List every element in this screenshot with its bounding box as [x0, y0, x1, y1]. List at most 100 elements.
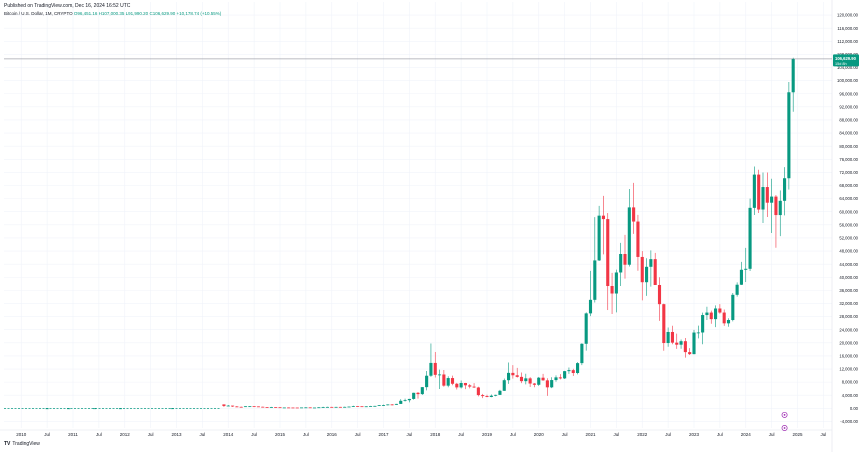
- candle-up: [343, 406, 347, 408]
- candle-down: [481, 395, 485, 397]
- candle-down: [308, 407, 312, 409]
- candle-up: [783, 178, 787, 201]
- time-tick-label: 2018: [430, 432, 441, 437]
- candle-up: [576, 363, 580, 374]
- candle-up: [735, 284, 739, 295]
- candle-up: [446, 378, 450, 386]
- time-tick-label: 2014: [223, 432, 234, 437]
- candle-up: [645, 266, 649, 283]
- candle-down: [472, 386, 476, 388]
- candle-down: [338, 406, 342, 408]
- candle-up: [412, 392, 416, 399]
- candle-up: [351, 406, 355, 407]
- candle-up: [494, 394, 498, 396]
- candle-up: [170, 408, 174, 410]
- candle-up: [93, 408, 97, 410]
- candle-down: [463, 383, 467, 386]
- event-marker-dot: [783, 427, 786, 429]
- candle-down: [476, 387, 480, 396]
- candle-up: [300, 407, 304, 409]
- candle-up: [731, 294, 735, 320]
- candle-down: [709, 312, 713, 320]
- candle-up: [369, 406, 373, 407]
- candle-down: [416, 392, 420, 395]
- candle-down: [722, 312, 726, 324]
- candle-up: [597, 215, 601, 261]
- candle-up: [317, 407, 321, 409]
- candle-up: [778, 200, 782, 216]
- time-tick-label: 2023: [689, 432, 700, 437]
- time-tick-label: Jul: [769, 432, 775, 437]
- time-tick-label: Jul: [562, 432, 568, 437]
- candle-down: [532, 383, 536, 385]
- time-tick-label: 2015: [275, 432, 286, 437]
- symbol-header[interactable]: Bitcoin / U.S. Dollar, 1M, CRYPTO O96,45…: [4, 11, 221, 16]
- candle-down: [291, 407, 295, 409]
- candle-down: [757, 174, 761, 210]
- price-tick-label: 76,000.00: [839, 157, 858, 162]
- candle-down: [287, 407, 291, 409]
- price-tick-label: 60,000.00: [839, 209, 858, 214]
- candle-up: [593, 260, 597, 300]
- candle-up: [761, 187, 765, 210]
- price-tick-label: 28,000.00: [839, 314, 858, 319]
- candle-up: [748, 207, 752, 269]
- price-tag-bg: [833, 54, 859, 67]
- candle-up: [567, 370, 571, 372]
- candle-up: [459, 383, 463, 388]
- candle-down: [390, 404, 394, 406]
- candle-up: [537, 377, 541, 385]
- candle-down: [688, 352, 692, 355]
- time-tick-label: Jul: [44, 432, 50, 437]
- candle-down: [657, 284, 662, 305]
- tradingview-logo[interactable]: TV TradingView: [4, 441, 40, 447]
- candle-up: [619, 253, 623, 273]
- price-tick-label: 52,000.00: [839, 236, 858, 241]
- price-tick-label: 56,000.00: [839, 222, 858, 227]
- candle-up: [364, 406, 368, 408]
- candle-up: [403, 400, 407, 402]
- price-tick-label: 8,000.00: [842, 380, 859, 385]
- price-tick-label: 20,000.00: [839, 340, 858, 345]
- time-tick-label: 2022: [637, 432, 648, 437]
- candle-up: [588, 299, 593, 314]
- event-marker-dot: [783, 413, 786, 416]
- price-tick-label: 72,000.00: [839, 170, 858, 175]
- price-axis[interactable]: -4,000.00 0.00 4,000.00 8,000.00 12,000.00 16…: [837, 13, 859, 424]
- time-tick-label: 2011: [68, 432, 78, 437]
- time-tick-label: 2013: [171, 432, 182, 437]
- price-tick-label: 92,000.00: [839, 104, 858, 109]
- candle-up: [321, 407, 325, 408]
- candle-up: [787, 92, 791, 179]
- candle-down: [774, 196, 778, 216]
- candle-up: [791, 58, 795, 93]
- candle-down: [360, 406, 364, 408]
- price-tick-label: 116,000.00: [837, 26, 858, 31]
- candle-up: [325, 406, 329, 408]
- candle-up: [744, 268, 748, 270]
- price-tag: 106,629.90 15d 8h: [833, 54, 859, 67]
- price-tick-label: 36,000.00: [839, 288, 858, 293]
- candle-up: [692, 332, 696, 355]
- candle-up: [269, 407, 273, 408]
- candle-up: [498, 390, 502, 395]
- candle-down: [640, 256, 644, 283]
- candle-up: [334, 406, 338, 408]
- time-tick-label: 2017: [378, 432, 389, 437]
- candle-up: [394, 403, 398, 405]
- candle-down: [274, 407, 278, 408]
- price-tick-label: 32,000.00: [839, 301, 858, 306]
- event-markers[interactable]: [781, 411, 788, 431]
- candle-down: [718, 308, 722, 313]
- candle-up: [701, 315, 705, 333]
- time-tick-label: Jul: [458, 432, 464, 437]
- candle-up: [726, 319, 731, 324]
- candle-up: [739, 269, 743, 285]
- price-tick-label: 100,000.00: [837, 78, 859, 83]
- price-tick-label: 68,000.00: [839, 183, 858, 188]
- candle-down: [571, 370, 575, 374]
- price-tick-label: 88,000.00: [839, 118, 858, 123]
- time-axis[interactable]: 2010 Jul 2011 Jul 2012 Jul 2013 Jul 2014 Jul 2015 J…: [16, 432, 826, 437]
- candle-up: [377, 405, 381, 406]
